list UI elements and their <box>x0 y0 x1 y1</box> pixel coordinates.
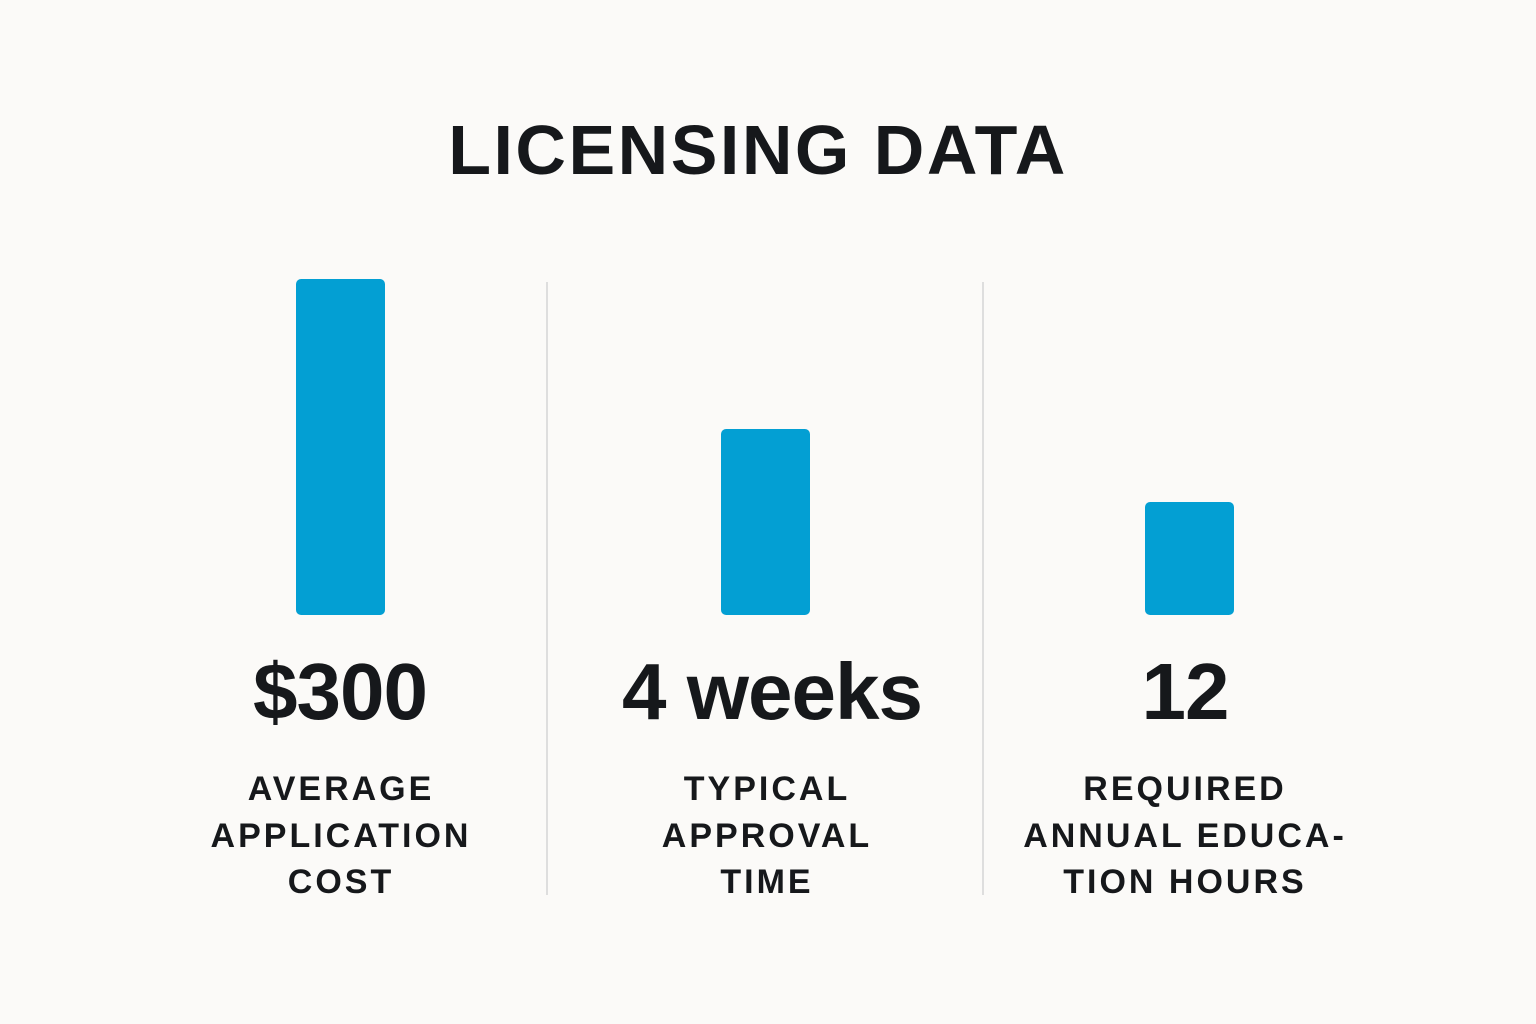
label-education-hours: REQUIRED ANNUAL EDUCA- TION HOURS <box>985 766 1385 906</box>
label-line: TIME <box>720 863 814 901</box>
label-line: TYPICAL <box>683 770 851 808</box>
label-line: TION HOURS <box>1063 863 1307 901</box>
label-application-cost: AVERAGE APPLICATION COST <box>141 766 541 906</box>
label-line: APPLICATION <box>210 816 472 855</box>
bar-application-cost <box>296 279 385 615</box>
chart-title: LICENSING DATA <box>448 111 1068 189</box>
label-line: REQUIRED <box>1083 770 1287 808</box>
value-application-cost: $300 <box>253 647 428 736</box>
bar-approval-time <box>721 429 810 615</box>
metric-column-approval-time: 4 weeks TYPICAL APPROVAL TIME <box>567 429 967 906</box>
column-divider <box>546 282 548 895</box>
column-divider <box>982 282 984 895</box>
bar-education-hours <box>1145 502 1234 615</box>
label-line: COST <box>287 863 395 901</box>
label-line: APPROVAL <box>661 816 873 855</box>
label-line: AVERAGE <box>247 770 435 808</box>
metric-column-application-cost: $300 AVERAGE APPLICATION COST <box>0 0 548 1024</box>
label-approval-time: TYPICAL APPROVAL TIME <box>567 766 967 906</box>
label-line: ANNUAL EDUCA- <box>1023 816 1347 855</box>
value-approval-time: 4 weeks <box>622 647 923 736</box>
value-education-hours: 12 <box>1141 647 1230 736</box>
